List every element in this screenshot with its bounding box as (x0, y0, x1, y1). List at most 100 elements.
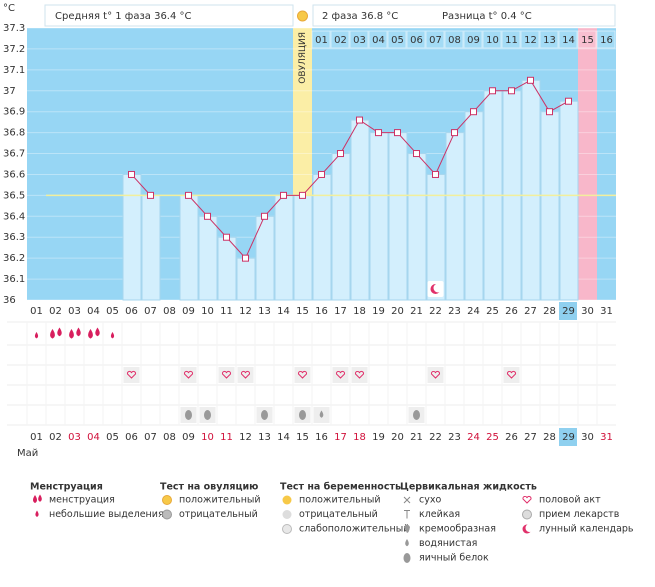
egg-white-icon (185, 410, 192, 420)
heart-icon (297, 371, 308, 379)
phase2-cell (406, 30, 426, 49)
phase2-cell (482, 30, 502, 49)
sun-icon (297, 10, 308, 22)
phase2-day: 08 (448, 35, 461, 46)
temperature-point (375, 129, 382, 137)
day-label-bottom: 22 (429, 432, 442, 443)
day-label: 03 (68, 306, 81, 317)
phase2-day: 09 (467, 35, 480, 46)
y-tick-label: 37 (3, 86, 16, 97)
day-label-bottom: 02 (49, 432, 62, 443)
legend-icon (403, 496, 411, 504)
day-label: 26 (505, 306, 518, 317)
legend-item: клейкая (419, 509, 460, 520)
y-tick-label: 36.5 (3, 190, 25, 201)
drop-icon (95, 327, 100, 337)
day-label: 14 (277, 306, 290, 317)
temperature-bar (312, 173, 332, 301)
temperature-point (242, 254, 249, 262)
drop-icon (76, 327, 81, 337)
drop-icon (35, 510, 39, 517)
day-label-bottom: 08 (163, 432, 176, 443)
day-label: 10 (201, 306, 214, 317)
temperature-bar (274, 194, 294, 301)
temperature-point (508, 87, 515, 95)
phase2-day: 15 (581, 35, 594, 46)
temperature-point (185, 191, 192, 199)
temperature-point (489, 87, 496, 95)
temperature-point (128, 170, 135, 178)
phase2-cell (596, 30, 616, 49)
day-label: 22 (429, 306, 442, 317)
temperature-point (337, 150, 344, 158)
heart-icon (354, 371, 365, 379)
y-tick-label: 36.9 (3, 107, 25, 118)
legend-item: положительный (299, 495, 381, 506)
phase2-cell (330, 30, 350, 49)
legend-icon (162, 495, 172, 505)
drop-icon (88, 329, 93, 339)
legend-icon (525, 524, 534, 532)
temperature-bar (521, 79, 541, 301)
day-label-bottom: 31 (600, 432, 613, 443)
y-tick-label: 36.1 (3, 274, 25, 285)
phase2-box (312, 4, 616, 27)
legend-item: яичный белок (419, 553, 489, 564)
phase2-day: 12 (524, 35, 537, 46)
symbol-cell (503, 367, 520, 383)
legend-item: лунный календарь (539, 524, 634, 535)
drop-icon (38, 494, 42, 502)
day-label: 20 (391, 306, 404, 317)
day-label-bottom: 24 (467, 432, 480, 443)
temperature-difference: Разница t° 0.4 °C (442, 11, 532, 22)
temperature-point (223, 233, 230, 241)
phase2-day: 14 (562, 35, 575, 46)
legend-item: слабоположительный (299, 524, 409, 535)
day-label-bottom: 25 (486, 432, 499, 443)
legend-icon (282, 524, 292, 534)
phase2-cell (520, 30, 540, 49)
phase2-day: 10 (486, 35, 499, 46)
legend-item: отрицательный (179, 509, 258, 520)
day-label-bottom: 16 (315, 432, 328, 443)
symbol-cell (427, 367, 444, 383)
day-label: 21 (410, 306, 423, 317)
day-label: 23 (448, 306, 461, 317)
temperature-bar (217, 236, 237, 301)
egg-white-icon (413, 410, 420, 420)
legend-title: Тест на овуляцию (160, 482, 258, 493)
day-label-bottom: 12 (239, 432, 252, 443)
day-label-bottom: 19 (372, 432, 385, 443)
temperature-point (204, 212, 211, 220)
temperature-point (280, 191, 287, 199)
drop-icon (319, 410, 324, 418)
temperature-point (356, 116, 363, 124)
day-label-bottom: 01 (30, 432, 43, 443)
temperature-bar (141, 194, 161, 301)
temperature-point (261, 212, 268, 220)
temperature-point (527, 76, 534, 84)
egg-white-icon (299, 410, 306, 420)
drop-icon (34, 332, 39, 339)
phase2-day: 01 (315, 35, 328, 46)
heart-icon (221, 371, 232, 379)
phase2-cell (501, 30, 521, 49)
phase2-day: 07 (429, 35, 442, 46)
temperature-point (413, 150, 420, 158)
legend-item: отрицательный (299, 509, 378, 520)
phase2-average: 2 фаза 36.8 °C (322, 11, 398, 22)
phase2-cell (425, 30, 445, 49)
temperature-bar (350, 119, 370, 301)
temperature-bar (236, 257, 256, 301)
y-tick-label: 36.8 (3, 128, 25, 139)
y-tick-label: 37.2 (3, 44, 25, 55)
day-label-bottom: 03 (68, 432, 81, 443)
phase2-cell (349, 30, 369, 49)
temperature-bar (407, 153, 427, 301)
drop-icon (405, 539, 409, 547)
heart-icon (430, 371, 441, 379)
heart-icon (522, 496, 532, 504)
day-label-bottom: 23 (448, 432, 461, 443)
day-label-bottom: 28 (543, 432, 556, 443)
temperature-bar (122, 173, 142, 301)
